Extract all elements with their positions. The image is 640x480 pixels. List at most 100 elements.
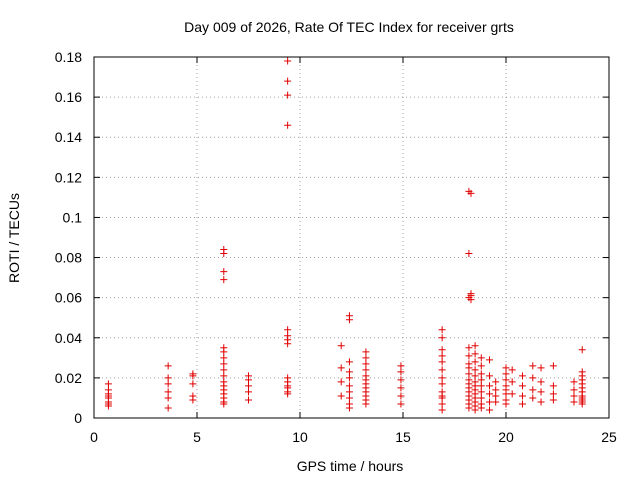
data-point [465,250,473,258]
data-point [578,400,586,408]
data-point [570,392,578,400]
data-point [438,400,446,408]
data-point [578,346,586,354]
data-point [284,77,292,85]
data-point [518,400,526,408]
y-tick-label: 0.14 [55,129,82,145]
grid-lines [94,57,609,418]
data-point [362,360,370,368]
axis-ticks [93,56,610,419]
y-tick-label: 0.1 [63,209,83,225]
chart-title: Day 009 of 2026, Rate Of TEC Index for r… [184,19,514,35]
data-point [477,388,485,396]
data-point [549,396,557,404]
data-point [438,380,446,388]
data-point [189,396,197,404]
data-point [397,376,405,384]
data-point [467,296,475,304]
data-point [245,388,252,396]
data-point [537,364,545,372]
data-point [164,362,172,370]
data-point [164,374,172,382]
data-point [337,392,345,400]
data-point [477,376,485,384]
data-point [220,268,228,276]
data-point [345,368,353,376]
data-point [220,360,228,368]
data-point [189,372,197,380]
data-point [438,406,446,414]
data-point [362,366,370,374]
data-point [465,404,473,412]
data-point [471,358,479,366]
data-point [502,364,510,372]
data-point [570,398,578,406]
data-point [492,378,500,386]
data-point [397,368,405,376]
data-point [477,394,485,402]
data-point [345,404,353,412]
data-point [164,404,172,412]
data-point [438,394,446,402]
data-point [549,390,557,398]
data-point [492,392,500,400]
data-point [477,362,485,370]
data-point [486,356,494,364]
y-tick-label: 0.02 [55,370,82,386]
data-point [492,386,500,394]
data-point [337,342,345,350]
data-point [438,334,446,342]
data-point [345,388,353,396]
data-point [477,404,485,412]
data-point [220,366,228,374]
data-point [518,372,526,380]
data-point [220,250,228,258]
data-point [345,374,353,382]
data-point [189,380,197,388]
data-point [345,316,353,324]
data-point [397,392,405,400]
y-tick-label: 0 [74,410,82,426]
data-point [245,382,252,390]
data-point [345,394,353,402]
tick-labels: 0 5 10 15 20 25 0 0.02 0.04 0.06 0.08 0.1 0.12 0.14 0.… [55,49,617,445]
data-point [438,352,446,360]
data-point [537,398,545,406]
data-point [284,390,292,398]
data-point [477,370,485,378]
data-point [397,384,405,392]
x-tick-label: 5 [193,429,201,445]
data-point [220,348,228,356]
data-point [438,346,446,354]
data-points [104,57,586,414]
data-point [465,344,473,352]
data-point [220,354,228,362]
data-point [465,370,473,378]
data-point [502,400,510,408]
data-point [104,402,112,410]
data-point [465,364,473,372]
data-point [570,378,578,386]
data-point [471,342,479,350]
data-point [502,370,510,378]
data-point [284,91,292,99]
y-tick-label: 0.06 [55,290,82,306]
data-point [508,390,516,398]
data-point [486,390,494,398]
data-point [362,400,370,408]
data-point [529,394,537,402]
data-point [471,350,479,358]
data-point [467,189,475,197]
data-point [537,388,545,396]
y-tick-label: 0.08 [55,250,82,266]
data-point [438,326,446,334]
data-point [284,121,292,129]
data-point [220,372,228,380]
x-tick-label: 20 [498,429,514,445]
x-tick-label: 10 [292,429,308,445]
data-point [397,400,405,408]
data-point [518,392,526,400]
data-point [486,382,494,390]
data-point [284,57,292,65]
